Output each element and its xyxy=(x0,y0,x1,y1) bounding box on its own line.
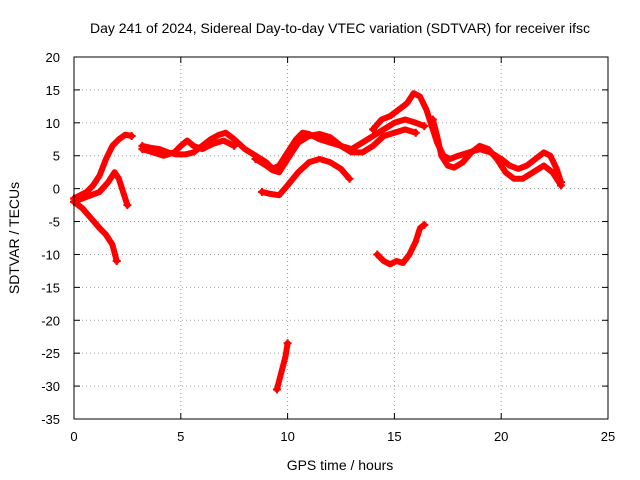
data-point-marker xyxy=(251,155,260,164)
data-point-marker xyxy=(428,115,437,124)
y-tick-label: 10 xyxy=(46,116,60,131)
y-tick-label: 5 xyxy=(53,149,60,164)
series-arc-9 xyxy=(259,156,353,199)
series-arc-4 xyxy=(139,116,428,172)
data-point-marker xyxy=(373,250,382,259)
data-point-marker xyxy=(272,385,281,394)
x-tick-label: 5 xyxy=(177,429,184,444)
axis-ticks: 0 5 10 15 20 25 -35 -30 -25 -20 -15 -10 -5 0 5 10 15 20 xyxy=(41,50,615,444)
grid-lines xyxy=(74,57,608,419)
chart-title: Day 241 of 2024, Sidereal Day-to-day VTE… xyxy=(90,20,590,36)
series-arc-10 xyxy=(273,340,291,393)
data-point-marker xyxy=(420,122,429,131)
series-arc-3 xyxy=(71,198,120,264)
plot-frame xyxy=(73,56,609,420)
series-arc-1 xyxy=(71,131,135,202)
data-point-marker xyxy=(127,131,136,140)
y-tick-label: -30 xyxy=(41,379,60,394)
y-tick-label: -25 xyxy=(41,346,60,361)
data-point-marker xyxy=(123,201,132,210)
data-point-marker xyxy=(420,220,429,229)
data-point-marker xyxy=(411,128,420,137)
data-point-marker xyxy=(283,339,292,348)
y-tick-label: -5 xyxy=(48,215,60,230)
series-arc-11 xyxy=(374,221,428,268)
y-tick-label: 20 xyxy=(46,50,60,65)
x-tick-label: 15 xyxy=(387,429,401,444)
data-point-marker xyxy=(112,257,121,266)
y-tick-label: -20 xyxy=(41,313,60,328)
series-arc-2 xyxy=(71,169,131,209)
x-tick-label: 0 xyxy=(70,429,77,444)
x-tick-label: 25 xyxy=(601,429,615,444)
series-arc-7 xyxy=(370,90,564,186)
data-point-marker xyxy=(138,145,147,154)
y-tick-label: -15 xyxy=(41,280,60,295)
y-tick-label: 15 xyxy=(46,83,60,98)
data-point-marker xyxy=(557,181,566,190)
data-point-marker xyxy=(345,174,354,183)
x-tick-label: 20 xyxy=(494,429,508,444)
series-arc-5 xyxy=(139,137,238,159)
data-series-layer xyxy=(70,90,566,394)
y-tick-label: 0 xyxy=(53,182,60,197)
y-axis-label: SDTVAR / TECUs xyxy=(6,182,22,294)
series-arc-8 xyxy=(429,116,564,189)
data-point-marker xyxy=(257,187,266,196)
data-point-marker xyxy=(369,125,378,134)
y-tick-label: -35 xyxy=(41,412,60,427)
y-tick-label: -10 xyxy=(41,247,60,262)
x-tick-label: 10 xyxy=(280,429,294,444)
series-arc-6 xyxy=(252,126,419,176)
x-axis-label: GPS time / hours xyxy=(287,457,394,473)
data-point-marker xyxy=(230,141,239,150)
